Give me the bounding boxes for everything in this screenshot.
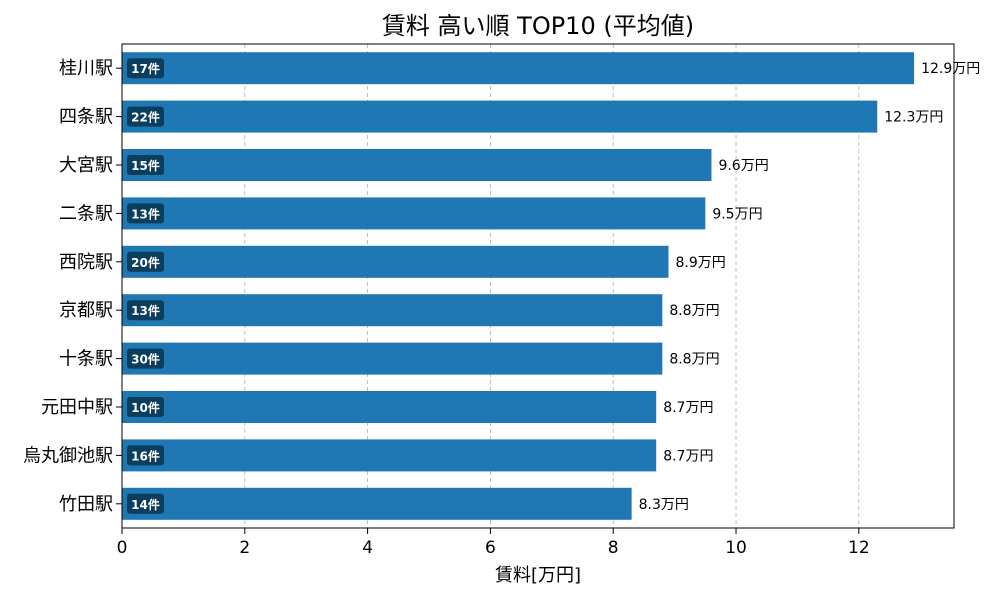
- count-label: 20件: [131, 255, 160, 270]
- category-label: 桂川駅: [59, 58, 113, 79]
- x-axis-title: 賃料[万円]: [495, 565, 581, 586]
- category-label: 西院駅: [59, 252, 113, 273]
- x-axis-ticks: 0 2 4 6 8 10 12: [117, 528, 870, 558]
- bar: [122, 149, 712, 181]
- count-badge: [127, 397, 164, 417]
- x-tick-label: 12: [848, 538, 870, 558]
- value-label: 12.9万円: [921, 61, 980, 77]
- count-label: 22件: [131, 110, 160, 125]
- category-label: 京都駅: [59, 300, 113, 321]
- value-label: 9.5万円: [712, 206, 762, 222]
- category-label: 四条駅: [59, 107, 113, 128]
- x-tick-label: 10: [725, 538, 747, 558]
- count-badge: [127, 58, 164, 79]
- count-badge: [127, 493, 164, 514]
- count-label: 13件: [131, 303, 160, 318]
- category-label: 十条駅: [59, 349, 113, 370]
- value-label: 8.9万円: [675, 255, 725, 271]
- count-label: 14件: [131, 497, 160, 512]
- count-label: 10件: [131, 400, 160, 415]
- count-badge: [127, 300, 164, 321]
- count-badge: [127, 251, 164, 272]
- count-label: 16件: [131, 448, 160, 463]
- count-badge: [127, 155, 164, 175]
- category-label: 竹田駅: [59, 494, 113, 515]
- bar: [122, 52, 915, 85]
- bar: [122, 342, 663, 375]
- bar: [122, 294, 663, 327]
- category-label: 二条駅: [59, 203, 113, 224]
- value-label: 8.7万円: [663, 448, 713, 464]
- value-label: 8.8万円: [669, 303, 719, 319]
- x-tick-label: 6: [485, 538, 496, 558]
- count-badge: [127, 106, 164, 127]
- value-label: 8.8万円: [669, 352, 719, 368]
- count-label: 13件: [131, 206, 160, 221]
- x-tick-label: 0: [117, 538, 128, 558]
- bar: [122, 100, 878, 133]
- x-tick-label: 2: [239, 538, 250, 558]
- category-label: 烏丸御池駅: [23, 445, 113, 466]
- value-label: 8.7万円: [663, 400, 713, 416]
- count-label: 30件: [131, 352, 160, 367]
- value-label: 9.6万円: [718, 158, 768, 174]
- bars: 17件 12.9万円 22件 12.3万円 15件 9.6万円 13件 9.5万円 20件 8.9…: [122, 52, 980, 520]
- value-label: 12.3万円: [884, 110, 943, 126]
- category-label: 大宮駅: [59, 155, 113, 176]
- plot-frame: [121, 43, 955, 529]
- bar: [122, 439, 657, 472]
- x-tick-label: 8: [608, 538, 619, 558]
- count-badge: [127, 348, 164, 369]
- x-tick-label: 4: [362, 538, 373, 558]
- bar: [122, 391, 657, 423]
- bar: [122, 197, 706, 230]
- count-label: 15件: [131, 158, 160, 173]
- chart-title: 賃料 高い順 TOP10 (平均値): [382, 12, 694, 40]
- category-label: 元田中駅: [41, 397, 113, 418]
- bar: [122, 487, 632, 520]
- bar: [122, 245, 669, 278]
- count-badge: [127, 445, 164, 466]
- count-badge: [127, 203, 164, 224]
- count-label: 17件: [131, 61, 160, 76]
- value-label: 8.3万円: [639, 497, 689, 513]
